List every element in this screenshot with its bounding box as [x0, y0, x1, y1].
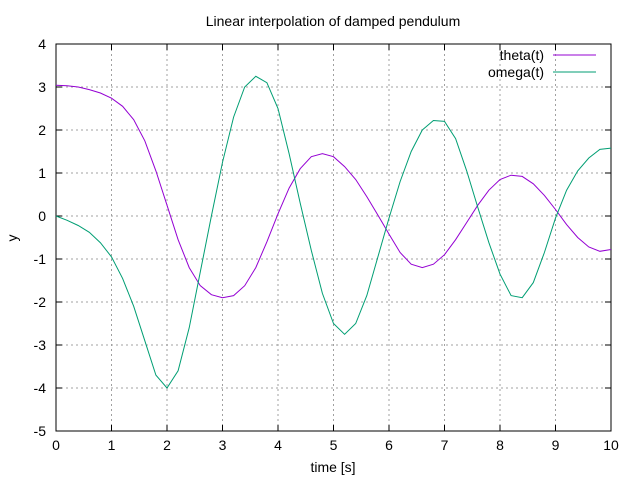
x-tick-label: 8 [496, 437, 504, 453]
x-tick-label: 7 [441, 437, 449, 453]
x-tick-label: 5 [330, 437, 338, 453]
x-tick-label: 6 [385, 437, 393, 453]
x-tick-label: 0 [52, 437, 60, 453]
y-tick-label: 4 [38, 36, 46, 52]
x-axis-label: time [s] [310, 459, 355, 475]
x-tick-label: 1 [108, 437, 116, 453]
y-tick-label: 0 [38, 208, 46, 224]
x-tick-label: 10 [603, 437, 619, 453]
y-tick-label: -3 [34, 337, 47, 353]
x-tick-label: 9 [552, 437, 560, 453]
chart-title: Linear interpolation of damped pendulum [206, 13, 461, 29]
y-axis-label: y [4, 235, 20, 242]
y-tick-label: -1 [34, 251, 47, 267]
legend-label-omegat: omega(t) [488, 64, 544, 80]
axis-ticks: 0 1 2 3 4 5 6 7 8 9 10 -5 -4 -3 -2 -1 0 1 2 3 4 [34, 36, 619, 453]
y-tick-label: 1 [38, 165, 46, 181]
series [55, 75, 612, 389]
series-line-thetat [55, 84, 612, 299]
y-tick-label: -5 [34, 423, 47, 439]
x-tick-label: 3 [219, 437, 227, 453]
x-tick-label: 4 [274, 437, 282, 453]
series-line-omegat [55, 75, 612, 389]
y-tick-label: -4 [34, 380, 47, 396]
legend-label-thetat: theta(t) [500, 47, 544, 63]
y-tick-label: 2 [38, 122, 46, 138]
y-tick-label: -2 [34, 294, 47, 310]
y-tick-label: 3 [38, 79, 46, 95]
x-tick-label: 2 [163, 437, 171, 453]
legend: theta(t)omega(t) [488, 47, 596, 80]
